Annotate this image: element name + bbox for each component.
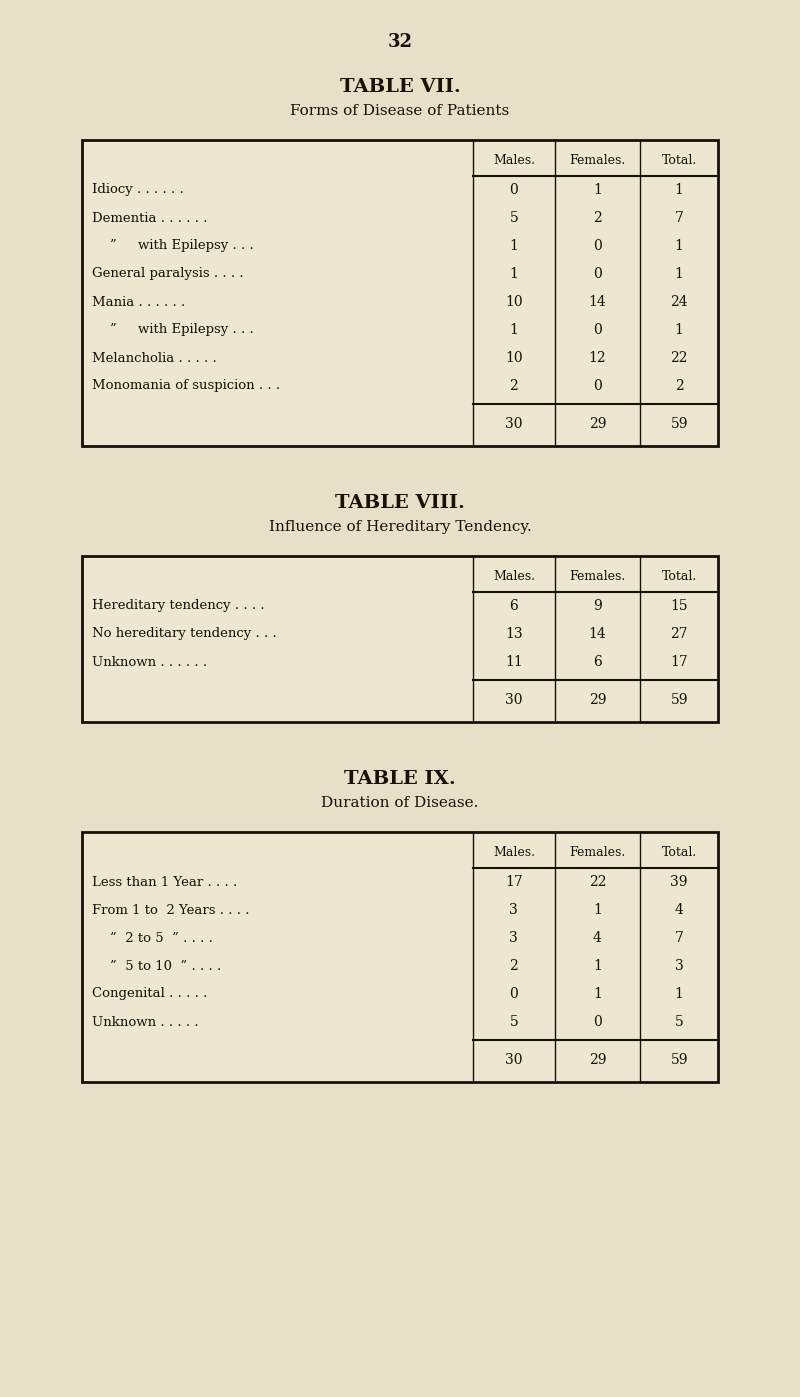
Text: Males.: Males. <box>493 154 535 166</box>
Text: 39: 39 <box>670 875 688 888</box>
Text: General paralysis . . . .: General paralysis . . . . <box>92 267 244 281</box>
Text: 0: 0 <box>510 988 518 1002</box>
Text: Monomania of suspicion . . .: Monomania of suspicion . . . <box>92 380 280 393</box>
Text: 32: 32 <box>387 34 413 52</box>
Text: Duration of Disease.: Duration of Disease. <box>322 796 478 810</box>
Text: 1: 1 <box>593 988 602 1002</box>
Text: Total.: Total. <box>662 845 697 859</box>
Text: 11: 11 <box>505 655 522 669</box>
Text: 1: 1 <box>674 183 684 197</box>
Text: 30: 30 <box>505 1053 522 1067</box>
Text: 29: 29 <box>589 693 606 707</box>
Text: Unknown . . . . . .: Unknown . . . . . . <box>92 655 207 669</box>
Text: 2: 2 <box>510 958 518 972</box>
Text: 17: 17 <box>505 875 522 888</box>
Text: 1: 1 <box>510 239 518 253</box>
Text: 5: 5 <box>510 1016 518 1030</box>
Text: 1: 1 <box>593 958 602 972</box>
Text: TABLE VIII.: TABLE VIII. <box>335 495 465 511</box>
Text: 0: 0 <box>593 267 602 281</box>
Text: 22: 22 <box>589 875 606 888</box>
Text: TABLE IX.: TABLE IX. <box>344 770 456 788</box>
Text: 17: 17 <box>670 655 688 669</box>
Text: Mania . . . . . .: Mania . . . . . . <box>92 296 186 309</box>
Text: Idiocy . . . . . .: Idiocy . . . . . . <box>92 183 184 197</box>
Text: ”     with Epilepsy . . .: ” with Epilepsy . . . <box>110 324 254 337</box>
Text: 2: 2 <box>510 379 518 393</box>
Text: ”     with Epilepsy . . .: ” with Epilepsy . . . <box>110 239 254 253</box>
Text: Hereditary tendency . . . .: Hereditary tendency . . . . <box>92 599 265 612</box>
Text: 59: 59 <box>670 416 688 430</box>
Text: 4: 4 <box>674 902 684 916</box>
Text: Total.: Total. <box>662 154 697 166</box>
Text: 2: 2 <box>593 211 602 225</box>
Text: 1: 1 <box>593 183 602 197</box>
Text: Females.: Females. <box>570 154 626 166</box>
Text: 1: 1 <box>674 988 684 1002</box>
Text: TABLE VII.: TABLE VII. <box>340 78 460 96</box>
Text: 7: 7 <box>674 211 684 225</box>
Text: Unknown . . . . .: Unknown . . . . . <box>92 1016 198 1028</box>
Text: 3: 3 <box>510 902 518 916</box>
Text: 13: 13 <box>505 627 522 641</box>
Text: Total.: Total. <box>662 570 697 583</box>
Text: 29: 29 <box>589 1053 606 1067</box>
Text: 0: 0 <box>510 183 518 197</box>
Text: 12: 12 <box>589 351 606 365</box>
Text: 14: 14 <box>589 627 606 641</box>
Text: Congenital . . . . .: Congenital . . . . . <box>92 988 207 1000</box>
Text: 10: 10 <box>505 351 522 365</box>
Text: 22: 22 <box>670 351 688 365</box>
Text: 0: 0 <box>593 379 602 393</box>
Text: 59: 59 <box>670 693 688 707</box>
Text: 30: 30 <box>505 416 522 430</box>
Text: 3: 3 <box>510 930 518 944</box>
Bar <box>82 556 718 722</box>
Text: 5: 5 <box>675 1016 683 1030</box>
Text: 1: 1 <box>510 267 518 281</box>
Text: 24: 24 <box>670 295 688 309</box>
Text: 1: 1 <box>510 323 518 337</box>
Text: 4: 4 <box>593 930 602 944</box>
Text: 3: 3 <box>675 958 683 972</box>
Text: ”  5 to 10  ” . . . .: ” 5 to 10 ” . . . . <box>110 960 222 972</box>
Text: 0: 0 <box>593 1016 602 1030</box>
Text: 15: 15 <box>670 599 688 613</box>
Text: Forms of Disease of Patients: Forms of Disease of Patients <box>290 103 510 117</box>
Text: 6: 6 <box>510 599 518 613</box>
Text: 30: 30 <box>505 693 522 707</box>
Text: 0: 0 <box>593 323 602 337</box>
Text: 27: 27 <box>670 627 688 641</box>
Text: 9: 9 <box>593 599 602 613</box>
Text: 2: 2 <box>675 379 683 393</box>
Text: 1: 1 <box>674 239 684 253</box>
Text: Females.: Females. <box>570 570 626 583</box>
Text: Melancholia . . . . .: Melancholia . . . . . <box>92 352 217 365</box>
Text: Influence of Hereditary Tendency.: Influence of Hereditary Tendency. <box>269 520 531 534</box>
Text: From 1 to  2 Years . . . .: From 1 to 2 Years . . . . <box>92 904 250 916</box>
Text: Females.: Females. <box>570 845 626 859</box>
Text: Males.: Males. <box>493 845 535 859</box>
Text: 1: 1 <box>674 323 684 337</box>
Text: 14: 14 <box>589 295 606 309</box>
Text: No hereditary tendency . . .: No hereditary tendency . . . <box>92 627 277 640</box>
Text: 1: 1 <box>593 902 602 916</box>
Text: 7: 7 <box>674 930 684 944</box>
Text: Males.: Males. <box>493 570 535 583</box>
Text: 1: 1 <box>674 267 684 281</box>
Text: ”  2 to 5  ” . . . .: ” 2 to 5 ” . . . . <box>110 932 213 944</box>
Text: Dementia . . . . . .: Dementia . . . . . . <box>92 211 207 225</box>
Text: Less than 1 Year . . . .: Less than 1 Year . . . . <box>92 876 238 888</box>
Bar <box>82 833 718 1083</box>
Bar <box>82 140 718 446</box>
Text: 59: 59 <box>670 1053 688 1067</box>
Text: 29: 29 <box>589 416 606 430</box>
Text: 5: 5 <box>510 211 518 225</box>
Text: 0: 0 <box>593 239 602 253</box>
Text: 10: 10 <box>505 295 522 309</box>
Text: 6: 6 <box>593 655 602 669</box>
